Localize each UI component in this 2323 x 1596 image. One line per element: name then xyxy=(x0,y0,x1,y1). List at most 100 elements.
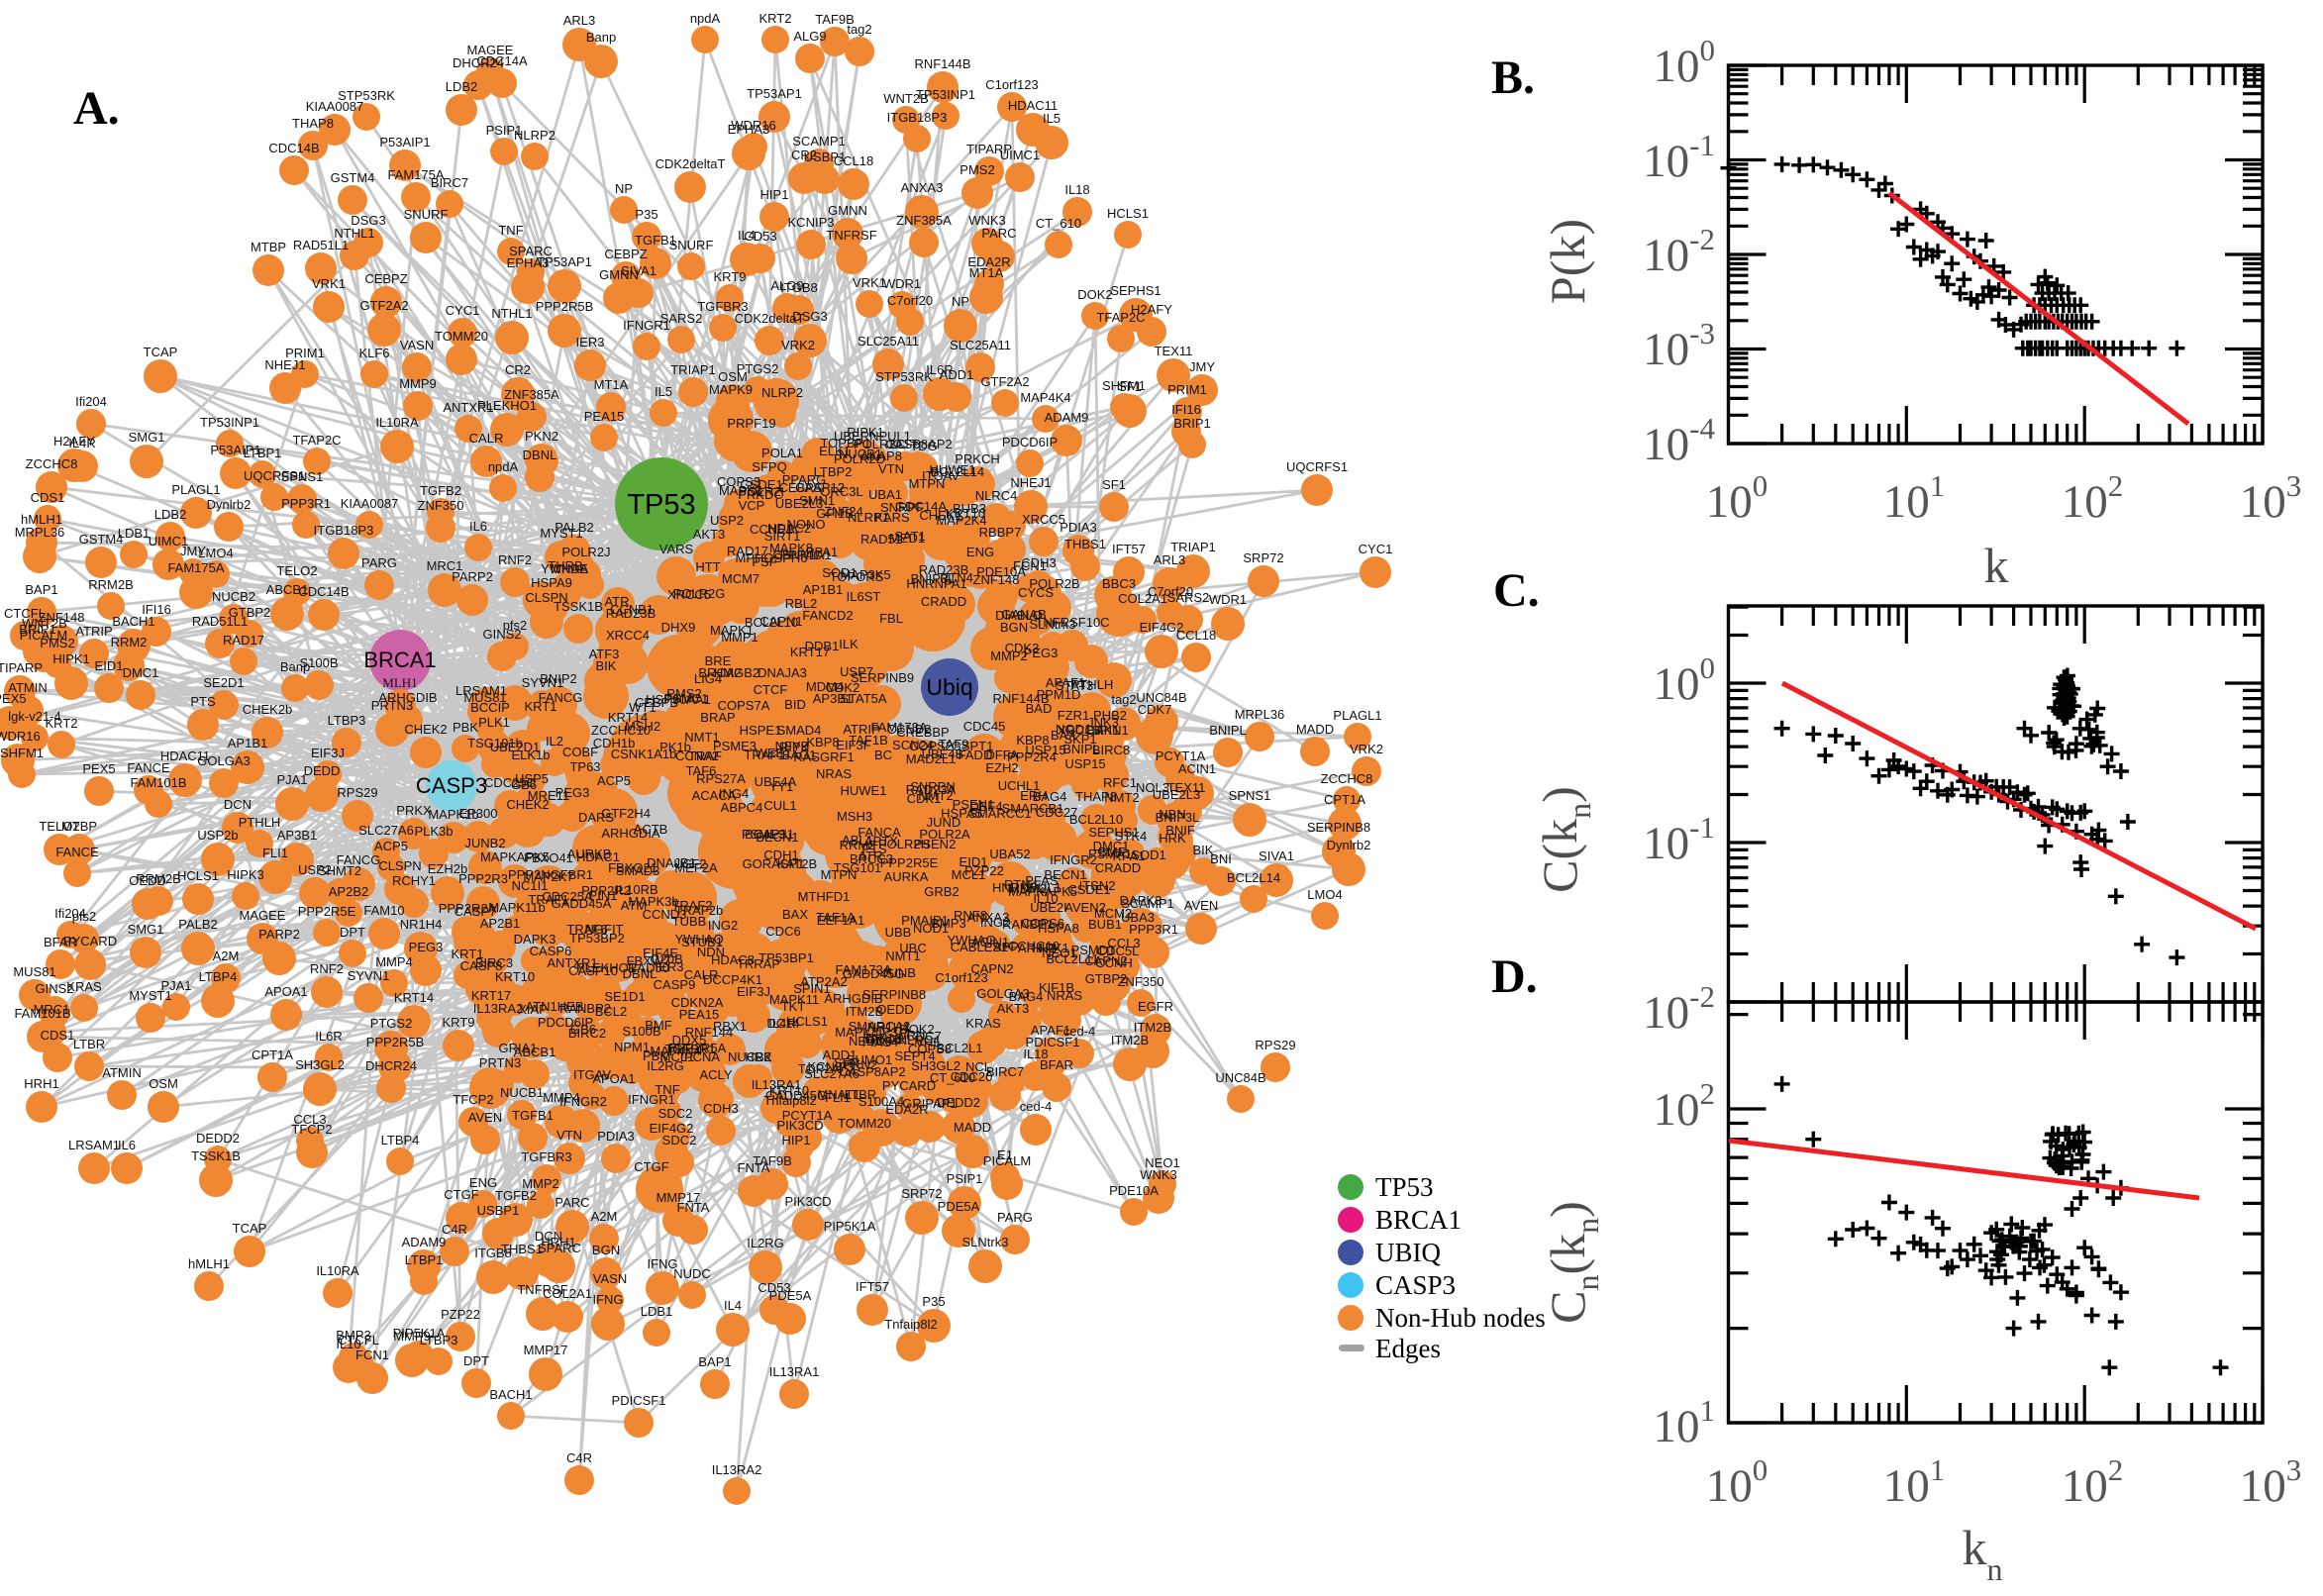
svg-text:SOD1: SOD1 xyxy=(822,565,857,580)
svg-text:SFPQ: SFPQ xyxy=(752,459,786,474)
svg-text:DMC1: DMC1 xyxy=(123,665,159,680)
svg-text:TUBB: TUBB xyxy=(672,914,707,929)
svg-text:LDB1: LDB1 xyxy=(118,526,151,541)
svg-text:UIMC1: UIMC1 xyxy=(149,534,188,549)
svg-text:SMG1: SMG1 xyxy=(129,430,165,445)
svg-text:C1orf123: C1orf123 xyxy=(935,970,987,985)
svg-text:SNURF: SNURF xyxy=(669,238,714,252)
svg-text:CASP10: CASP10 xyxy=(568,963,618,978)
svg-text:BACH1: BACH1 xyxy=(112,614,154,629)
svg-text:ITGB18P3: ITGB18P3 xyxy=(887,110,948,125)
svg-text:UBE2L3: UBE2L3 xyxy=(775,496,823,511)
svg-text:CDK2deltaT: CDK2deltaT xyxy=(656,156,726,171)
svg-text:EID1: EID1 xyxy=(95,658,124,673)
svg-text:IL4R: IL4R xyxy=(68,436,95,450)
svg-text:MUS81: MUS81 xyxy=(13,964,55,979)
svg-text:AP1B1: AP1B1 xyxy=(803,582,843,597)
svg-text:ENG: ENG xyxy=(966,545,994,559)
svg-text:SRP72: SRP72 xyxy=(901,1186,942,1201)
svg-text:FAM175A: FAM175A xyxy=(167,560,224,575)
svg-text:ALG9: ALG9 xyxy=(793,29,826,44)
svg-text:USP15: USP15 xyxy=(1025,743,1065,757)
svg-text:POLR2J: POLR2J xyxy=(561,545,610,559)
svg-text:CAPN2: CAPN2 xyxy=(1084,953,1127,968)
svg-text:KIAA0087: KIAA0087 xyxy=(306,99,364,114)
svg-text:FADD: FADD xyxy=(959,748,993,762)
svg-text:C.: C. xyxy=(1493,564,1540,617)
svg-text:FNTA: FNTA xyxy=(738,1160,770,1175)
svg-text:TRAF2b: TRAF2b xyxy=(675,903,723,918)
svg-text:SPARC: SPARC xyxy=(509,244,553,258)
svg-text:DHX9: DHX9 xyxy=(661,620,696,635)
svg-text:DEDD: DEDD xyxy=(304,763,341,778)
svg-text:BCL2L10: BCL2L10 xyxy=(745,615,798,630)
svg-text:CTCFL: CTCFL xyxy=(4,606,46,621)
svg-text:DFFA: DFFA xyxy=(985,748,1019,762)
svg-text:PLEKHO1: PLEKHO1 xyxy=(477,398,537,413)
svg-text:SYVN1: SYVN1 xyxy=(522,675,564,690)
svg-text:CHEK2: CHEK2 xyxy=(404,722,447,737)
svg-text:POLR2C: POLR2C xyxy=(854,437,905,451)
svg-text:PARG: PARG xyxy=(361,555,397,570)
svg-text:CASP8: CASP8 xyxy=(460,958,503,973)
svg-text:MCL1: MCL1 xyxy=(952,867,986,882)
svg-text:ATR: ATR xyxy=(604,594,629,609)
svg-text:BCL2L1: BCL2L1 xyxy=(937,1041,983,1055)
svg-text:NTHL1: NTHL1 xyxy=(491,306,532,321)
svg-text:CABLES1: CABLES1 xyxy=(951,940,1009,954)
svg-text:SMARCB1: SMARCB1 xyxy=(1002,801,1064,816)
svg-text:APOA1: APOA1 xyxy=(264,984,307,999)
svg-text:MAP2K7: MAP2K7 xyxy=(523,869,573,884)
svg-text:ATRIP: ATRIP xyxy=(843,722,879,737)
svg-text:BFAR: BFAR xyxy=(1040,1057,1073,1072)
svg-text:BACH1: BACH1 xyxy=(489,1387,532,1402)
svg-text:KRT14: KRT14 xyxy=(608,710,648,725)
svg-text:ATN1HEB: ATN1HEB xyxy=(526,999,584,1014)
svg-text:ELK1: ELK1 xyxy=(819,444,851,458)
svg-text:NC1I1: NC1I1 xyxy=(512,878,549,893)
svg-text:LTBR: LTBR xyxy=(845,1087,876,1102)
svg-text:CCHC10: CCHC10 xyxy=(1008,939,1060,953)
svg-text:RIPK: RIPK xyxy=(779,740,810,754)
svg-text:ARHGDIB: ARHGDIB xyxy=(824,991,882,1006)
svg-text:BNIPL: BNIPL xyxy=(1209,723,1247,738)
svg-text:CCL3: CCL3 xyxy=(1107,936,1140,950)
svg-text:RAD17: RAD17 xyxy=(727,544,768,558)
svg-text:HRK: HRK xyxy=(745,1049,772,1064)
svg-text:DMC1: DMC1 xyxy=(1093,839,1130,853)
svg-text:PDIA3: PDIA3 xyxy=(1060,520,1097,535)
svg-text:TAF9B: TAF9B xyxy=(815,12,855,27)
svg-text:CDC7: CDC7 xyxy=(906,1029,941,1044)
svg-text:DSG3: DSG3 xyxy=(792,309,827,324)
svg-text:TCAP: TCAP xyxy=(233,1221,267,1236)
svg-text:BIRC3: BIRC3 xyxy=(475,955,513,970)
svg-text:CHEK1: CHEK1 xyxy=(919,508,961,523)
svg-text:UBE4B: UBE4B xyxy=(922,747,964,761)
svg-text:Edges: Edges xyxy=(1375,1334,1441,1363)
svg-text:ALG9: ALG9 xyxy=(770,278,803,293)
svg-text:CTGF: CTGF xyxy=(634,1159,668,1174)
svg-text:CDC25C: CDC25C xyxy=(484,775,536,790)
svg-text:SNURF: SNURF xyxy=(404,207,449,222)
svg-text:HNRNPA1: HNRNPA1 xyxy=(906,576,966,591)
svg-text:BAP1: BAP1 xyxy=(698,1354,731,1369)
svg-text:XRCC5: XRCC5 xyxy=(667,587,711,602)
svg-text:G20B: G20B xyxy=(650,951,682,966)
svg-text:HIPK3: HIPK3 xyxy=(227,867,264,882)
svg-text:NGFIT: NGFIT xyxy=(585,922,624,937)
svg-text:ZNF148: ZNF148 xyxy=(39,610,85,625)
svg-text:IL10RA: IL10RA xyxy=(316,1263,359,1278)
svg-text:LDB1: LDB1 xyxy=(641,1304,673,1319)
svg-text:MCL1: MCL1 xyxy=(660,1049,695,1064)
svg-text:UBB: UBB xyxy=(885,925,912,940)
svg-text:TAF1B: TAF1B xyxy=(849,733,888,748)
svg-text:TAF9B: TAF9B xyxy=(753,1153,792,1168)
svg-text:Ubiq: Ubiq xyxy=(926,674,972,700)
svg-text:SLC25A11: SLC25A11 xyxy=(858,334,919,349)
svg-text:RIPK1: RIPK1 xyxy=(847,425,884,440)
svg-text:C(kn): C(kn) xyxy=(1532,786,1597,893)
svg-text:FANCA: FANCA xyxy=(858,825,901,840)
svg-text:SE2D1: SE2D1 xyxy=(203,675,244,690)
svg-text:ACTB: ACTB xyxy=(634,822,668,837)
svg-text:KLF6: KLF6 xyxy=(358,346,389,360)
